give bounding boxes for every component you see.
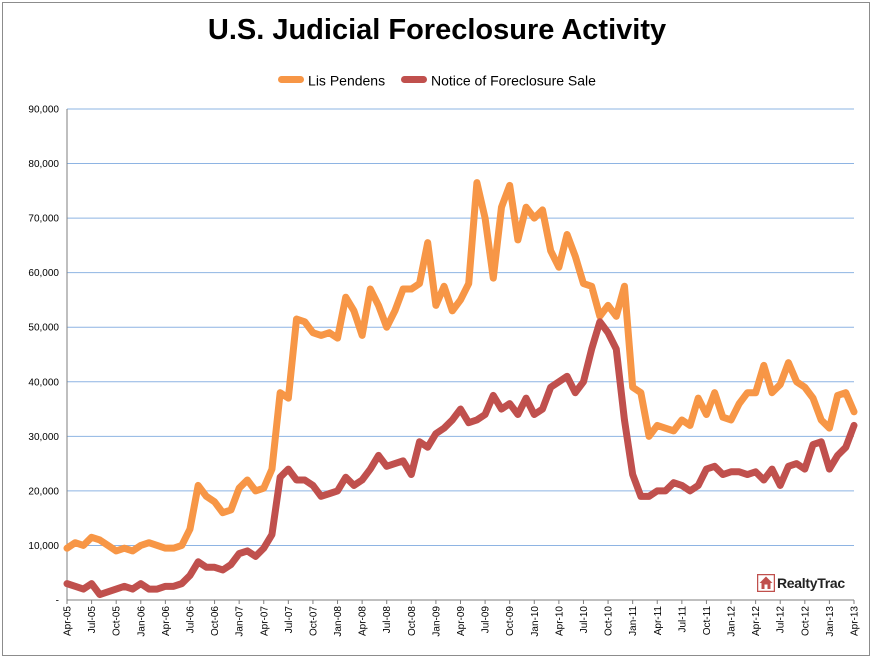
x-tick-label-Oct-06: Oct-06 (210, 606, 221, 636)
x-tick-label-Jul-06: Jul-06 (185, 606, 196, 634)
x-tick-label-Oct-10: Oct-10 (604, 606, 615, 636)
x-tick-label-Apr-08: Apr-08 (358, 606, 369, 636)
x-tick-label-Jan-12: Jan-12 (727, 606, 738, 637)
y-tick-label-50000: 50,000 (28, 323, 59, 334)
x-tick-label-Jul-12: Jul-12 (776, 606, 787, 634)
x-tick-label-Apr-05: Apr-05 (63, 606, 74, 636)
x-tick-label-Jan-07: Jan-07 (235, 606, 246, 637)
series-line-lis-pendens (63, 179, 858, 555)
x-tick-label-Jul-07: Jul-07 (284, 606, 295, 634)
chart-title: U.S. Judicial Foreclosure Activity (207, 14, 667, 46)
y-tick-label-0: - (56, 596, 59, 607)
x-tick-label-Jan-13: Jan-13 (825, 606, 836, 637)
house-icon (757, 574, 775, 592)
legend-swatch-lis-pendens (278, 76, 305, 84)
x-tick-label-Apr-12: Apr-12 (751, 606, 762, 636)
x-tick-label-Oct-05: Oct-05 (112, 606, 123, 636)
x-tick-label-Apr-06: Apr-06 (161, 606, 172, 636)
x-tick-label-Jul-10: Jul-10 (579, 606, 590, 634)
y-tick-label-30000: 30,000 (28, 432, 59, 443)
x-tick-label-Oct-07: Oct-07 (308, 606, 319, 636)
x-tick-label-Oct-12: Oct-12 (800, 606, 811, 636)
legend-swatch-notice-of-foreclosure-sale (400, 76, 427, 84)
y-tick-label-70000: 70,000 (28, 214, 59, 225)
logo-text: RealtyTrac (777, 575, 845, 591)
y-tick-label-40000: 40,000 (28, 377, 59, 388)
y-tick-label-80000: 80,000 (28, 159, 59, 170)
realtytrac-logo: RealtyTrac (757, 572, 845, 594)
x-tick-label-Oct-09: Oct-09 (505, 606, 516, 636)
legend-label-lis-pendens: Lis Pendens (308, 71, 386, 88)
x-tick-label-Oct-11: Oct-11 (702, 606, 713, 636)
y-tick-label-90000: 90,000 (28, 105, 59, 116)
legend-label-notice-of-foreclosure-sale: Notice of Foreclosure Sale (430, 71, 596, 88)
y-tick-label-60000: 60,000 (28, 268, 59, 279)
x-tick-label-Jan-11: Jan-11 (628, 606, 639, 636)
x-tick-label-Apr-09: Apr-09 (456, 606, 467, 636)
chart-legend: Lis Pendens Notice of Foreclosure Sale (0, 70, 874, 88)
x-tick-label-Jan-10: Jan-10 (530, 606, 541, 637)
legend-item-notice-of-foreclosure-sale: Notice of Foreclosure Sale (400, 71, 596, 88)
y-tick-label-10000: 10,000 (28, 541, 59, 552)
x-tick-label-Oct-08: Oct-08 (407, 606, 418, 636)
x-tick-label-Apr-11: Apr-11 (653, 606, 664, 636)
x-tick-label-Apr-07: Apr-07 (259, 606, 270, 636)
x-tick-label-Jan-08: Jan-08 (333, 606, 344, 637)
x-tick-label-Apr-10: Apr-10 (554, 606, 565, 636)
x-tick-label-Jul-05: Jul-05 (87, 606, 98, 634)
x-tick-label-Jul-09: Jul-09 (481, 606, 492, 634)
legend-item-lis-pendens: Lis Pendens (278, 71, 385, 88)
x-tick-label-Apr-13: Apr-13 (850, 606, 861, 636)
x-tick-label-Jan-06: Jan-06 (136, 606, 147, 637)
y-tick-label-20000: 20,000 (28, 486, 59, 497)
x-tick-label-Jul-08: Jul-08 (382, 606, 393, 634)
x-tick-label-Jul-11: Jul-11 (677, 606, 688, 633)
series-line-notice-of-foreclosure-sale (63, 318, 858, 599)
x-tick-label-Jan-09: Jan-09 (431, 606, 442, 637)
